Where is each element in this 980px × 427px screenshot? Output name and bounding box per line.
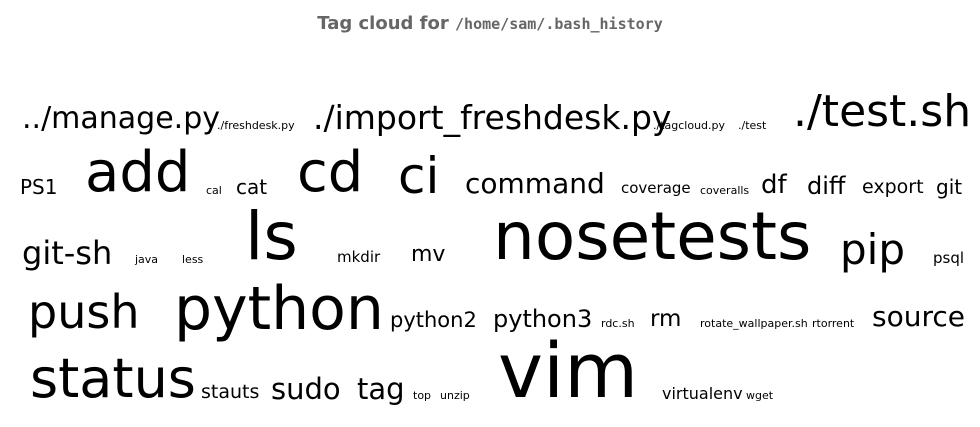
- tag-source[interactable]: source: [872, 300, 965, 333]
- tag-tag[interactable]: tag: [357, 372, 405, 406]
- tag-tagcloud-py[interactable]: ./tagcloud.py: [653, 119, 726, 132]
- tag-psql[interactable]: psql: [933, 249, 965, 267]
- tag-manage-py[interactable]: ../manage.py: [22, 101, 221, 136]
- tag-test[interactable]: ./test: [738, 119, 767, 132]
- tag-git-sh[interactable]: git-sh: [22, 234, 113, 272]
- tag-stauts[interactable]: stauts: [201, 381, 260, 403]
- tag-unzip[interactable]: unzip: [440, 389, 470, 402]
- tag-git[interactable]: git: [936, 175, 963, 199]
- page-title: Tag cloud for /home/sam/.bash_history: [0, 13, 980, 34]
- tag-python[interactable]: python: [174, 274, 384, 344]
- tag-nosetests[interactable]: nosetests: [493, 198, 812, 275]
- tag-export[interactable]: export: [862, 176, 924, 198]
- tag-rm[interactable]: rm: [650, 306, 682, 332]
- tag-pip[interactable]: pip: [840, 225, 905, 274]
- tag-python3[interactable]: python3: [493, 305, 593, 333]
- tag-coveralls[interactable]: coveralls: [700, 184, 750, 197]
- tag-sudo[interactable]: sudo: [271, 372, 341, 406]
- tag-df[interactable]: df: [761, 170, 787, 200]
- tag-command[interactable]: command: [465, 167, 605, 200]
- tag-diff[interactable]: diff: [807, 172, 846, 200]
- title-path: /home/sam/.bash_history: [455, 15, 663, 33]
- tag-ci[interactable]: ci: [398, 147, 440, 205]
- tag-mv[interactable]: mv: [411, 242, 446, 267]
- title-prefix: Tag cloud for: [317, 13, 449, 34]
- tag-mkdir[interactable]: mkdir: [337, 248, 381, 266]
- tag-wget[interactable]: wget: [746, 389, 774, 402]
- tag-test-sh[interactable]: ./test.sh: [793, 86, 972, 137]
- tag-freshdesk-py[interactable]: ./freshdesk.py: [217, 119, 295, 132]
- tag-import-freshdesk-py[interactable]: ./import_freshdesk.py: [313, 98, 672, 137]
- tag-ps1[interactable]: PS1: [20, 175, 58, 199]
- tag-virtualenv[interactable]: virtualenv: [662, 384, 743, 403]
- tag-cat[interactable]: cat: [236, 175, 268, 199]
- tag-less[interactable]: less: [182, 253, 204, 266]
- tag-python2[interactable]: python2: [390, 308, 477, 332]
- tag-status[interactable]: status: [30, 347, 196, 410]
- tag-rtorrent[interactable]: rtorrent: [812, 317, 855, 330]
- tag-top[interactable]: top: [413, 389, 432, 402]
- tag-rotate-wallpaper-sh[interactable]: rotate_wallpaper.sh: [700, 317, 808, 330]
- tag-java[interactable]: java: [135, 253, 159, 266]
- tag-push[interactable]: push: [28, 285, 140, 339]
- tag-add[interactable]: add: [85, 140, 191, 205]
- tag-coverage[interactable]: coverage: [621, 179, 691, 197]
- tag-vim[interactable]: vim: [498, 326, 639, 415]
- tag-ls[interactable]: ls: [245, 198, 298, 275]
- tag-cd[interactable]: cd: [297, 140, 364, 205]
- tag-cal[interactable]: cal: [206, 184, 222, 197]
- tag-rdc-sh[interactable]: rdc.sh: [601, 317, 635, 330]
